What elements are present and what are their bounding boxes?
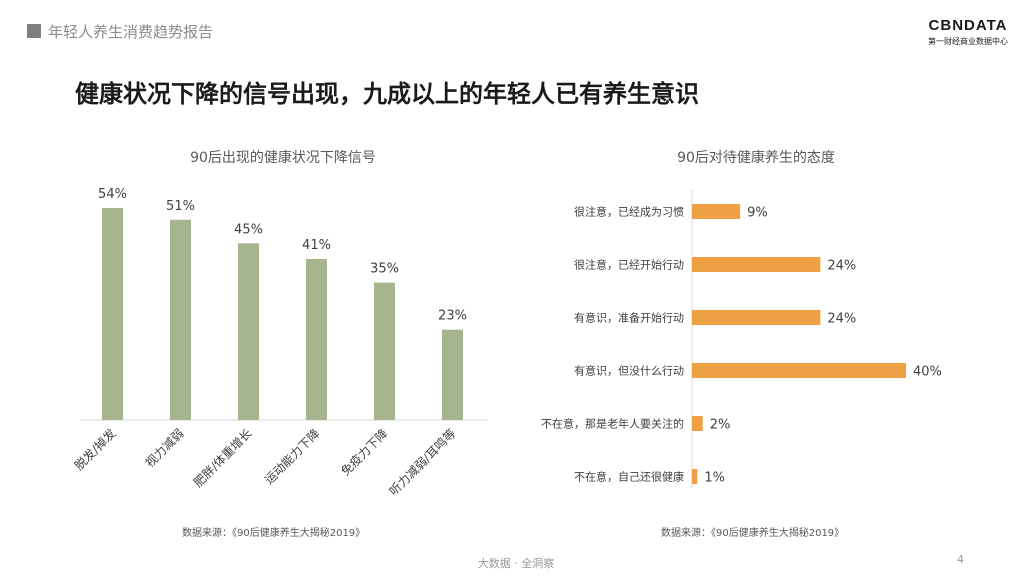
cbndata-logo: CBNDATA 第一财经商业数据中心	[928, 17, 1008, 47]
source-note-left: 数据来源：《90后健康养生大揭秘2019》	[182, 528, 366, 539]
right-category-label: 很注意，已经开始行动	[574, 258, 684, 272]
page-headline: 健康状况下降的信号出现，九成以上的年轻人已有养生意识	[75, 80, 699, 108]
left-category-label: 免疫力下降	[338, 426, 391, 479]
right-bar	[692, 257, 821, 272]
left-bar	[238, 243, 259, 420]
left-category-label: 肥胖/体重增长	[191, 426, 255, 490]
right-category-label: 不在意，自己还很健康	[574, 470, 684, 484]
left-bar	[170, 219, 191, 420]
left-category-label: 听力减弱/耳鸣等	[386, 426, 459, 499]
left-bar-value-label: 51%	[166, 199, 195, 214]
right-category-label: 很注意，已经成为习惯	[574, 205, 684, 219]
left-bar	[102, 208, 123, 420]
right-category-label: 有意识，准备开始行动	[574, 311, 684, 325]
right-bar	[692, 310, 821, 325]
right-bar-value-label: 40%	[913, 365, 942, 380]
left-bar	[374, 282, 395, 420]
header-square	[27, 24, 41, 38]
right-bar-value-label: 9%	[747, 206, 768, 221]
right-bar	[692, 469, 698, 484]
left-bar-value-label: 41%	[302, 238, 331, 253]
right-bar	[692, 204, 741, 219]
left-bar-value-label: 54%	[98, 187, 127, 202]
left-category-label: 脱发/掉发	[71, 426, 118, 473]
left-bar	[306, 259, 327, 420]
right-bar	[692, 363, 906, 378]
left-chart-title: 90后出现的健康状况下降信号	[190, 149, 376, 166]
right-category-label: 有意识，但没什么行动	[574, 364, 684, 378]
source-note-right: 数据来源：《90后健康养生大揭秘2019》	[661, 528, 845, 539]
page-number: 4	[957, 553, 964, 566]
right-bar-value-label: 24%	[827, 312, 856, 327]
left-bar-value-label: 23%	[438, 309, 467, 324]
logo-subtitle: 第一财经商业数据中心	[928, 37, 1008, 46]
footer-brand: 大数据 · 全洞察	[477, 557, 555, 570]
left-category-label: 运动能力下降	[262, 426, 323, 487]
right-bar-value-label: 2%	[710, 418, 731, 433]
left-bar	[442, 329, 463, 420]
right-bar	[692, 416, 703, 431]
right-bar-value-label: 1%	[704, 471, 725, 486]
left-bar-value-label: 35%	[370, 262, 399, 277]
right-bar-value-label: 24%	[827, 259, 856, 274]
right-chart-title: 90后对待健康养生的态度	[677, 149, 835, 166]
logo-text: CBNDATA	[928, 17, 1008, 34]
left-bar-value-label: 45%	[234, 222, 263, 237]
right-category-label: 不在意，那是老年人要关注的	[541, 417, 684, 431]
left-category-label: 视力减弱	[142, 426, 187, 471]
report-title: 年轻人养生消费趋势报告	[48, 23, 214, 41]
